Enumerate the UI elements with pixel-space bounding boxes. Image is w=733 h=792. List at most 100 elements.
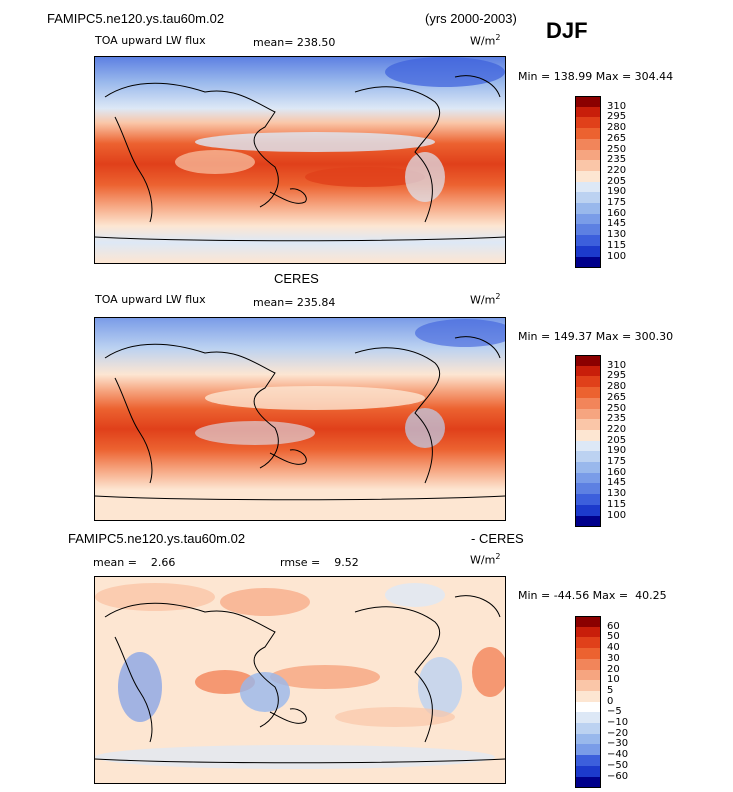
colorbar-swatch (575, 213, 601, 225)
case-title: FAMIPC5.ne120.ys.tau60m.02 (47, 11, 225, 26)
colorbar-label: 10 (607, 674, 620, 686)
colorbar-label: −5 (607, 706, 622, 718)
colorbar-swatch (575, 440, 601, 452)
colorbar-swatch (575, 429, 601, 442)
colorbar-swatch (575, 397, 601, 409)
colorbar-swatch (575, 494, 601, 506)
colorbar-label: 115 (607, 239, 627, 251)
colorbar-label: 60 (607, 620, 620, 632)
colorbar-swatch (575, 160, 601, 172)
colorbar-label: 205 (607, 175, 627, 187)
colorbar-swatch (575, 472, 601, 484)
colorbar-label: 5 (607, 684, 614, 696)
colorbar-swatch (575, 462, 601, 474)
panel2-map (94, 317, 506, 521)
colorbar-label: 235 (607, 154, 627, 166)
colorbar-label: −50 (607, 759, 629, 771)
colorbar-label: 250 (607, 143, 627, 155)
panel2-units: W/m2 (470, 292, 501, 307)
colorbar-swatch (575, 149, 601, 161)
colorbar-swatch (575, 690, 601, 703)
colorbar-label: −30 (607, 738, 629, 750)
panel3-title-right: - CERES (471, 531, 524, 546)
panel2-title: CERES (274, 271, 319, 286)
colorbar-label: 30 (607, 652, 620, 664)
colorbar-swatch (575, 755, 601, 767)
years-label: (yrs 2000-2003) (425, 11, 517, 26)
colorbar-label: 0 (607, 695, 614, 707)
colorbar-label: 295 (607, 111, 627, 123)
colorbar-label: −10 (607, 717, 629, 728)
panel3-map (94, 576, 506, 784)
colorbar-swatch (575, 181, 601, 193)
colorbar-label: 280 (607, 381, 627, 393)
colorbar-label: 175 (607, 197, 627, 208)
colorbar-label: 130 (607, 488, 627, 500)
colorbar-swatch (575, 616, 601, 628)
colorbar-label: 220 (607, 423, 627, 435)
colorbar-swatch (575, 192, 601, 204)
colorbar-swatch (575, 256, 601, 268)
colorbar-swatch (575, 712, 601, 724)
panel1-map (94, 56, 506, 264)
colorbar-swatch (575, 680, 601, 692)
colorbar-swatch (575, 128, 601, 140)
panel3-minmax: Min = -44.56 Max = 40.25 (518, 589, 667, 602)
colorbar-label: 295 (607, 370, 627, 382)
colorbar-label: 160 (607, 466, 627, 478)
colorbar-label: 175 (607, 456, 627, 467)
colorbar-label: 160 (607, 207, 627, 219)
colorbar-swatch (575, 723, 601, 735)
colorbar-label: −40 (607, 749, 629, 761)
panel2-mean: mean= 235.84 (253, 296, 336, 309)
colorbar-swatch (575, 648, 601, 660)
colorbar-label: 20 (607, 663, 620, 675)
colorbar-swatch (575, 701, 601, 713)
colorbar-swatch (575, 376, 601, 388)
colorbar-label: 100 (607, 250, 627, 262)
colorbar-label: 50 (607, 631, 620, 643)
colorbar-swatch (575, 387, 601, 399)
panel2-variable: TOA upward LW flux (95, 293, 206, 306)
colorbar-swatch (575, 626, 601, 638)
colorbar-label: 205 (607, 434, 627, 446)
colorbar-swatch (575, 96, 601, 108)
colorbar-label: 115 (607, 498, 627, 510)
colorbar-label: 145 (607, 477, 627, 489)
colorbar-swatch (575, 138, 601, 150)
colorbar-swatch (575, 235, 601, 247)
colorbar-label: 310 (607, 359, 627, 371)
colorbar-swatch (575, 203, 601, 215)
colorbar-swatch (575, 515, 601, 527)
panel1-variable: TOA upward LW flux (95, 34, 206, 47)
colorbar-swatch (575, 451, 601, 463)
panel3-rmse: rmse = 9.52 (280, 556, 359, 569)
colorbar-label: 265 (607, 391, 627, 403)
colorbar-swatch (575, 355, 601, 367)
colorbar-swatch (575, 658, 601, 670)
colorbar-swatch (575, 224, 601, 236)
colorbar-label: 310 (607, 100, 627, 112)
colorbar-swatch (575, 765, 601, 777)
panel3-title-left: FAMIPC5.ne120.ys.tau60m.02 (68, 531, 246, 546)
colorbar-swatch (575, 408, 601, 420)
colorbar-swatch (575, 637, 601, 649)
colorbar-swatch (575, 669, 601, 681)
colorbar-label: −60 (607, 770, 629, 782)
colorbar-label: 280 (607, 122, 627, 134)
colorbar-label: 100 (607, 509, 627, 521)
colorbar-swatch (575, 245, 601, 257)
colorbar-swatch (575, 106, 601, 118)
panel1-units: W/m2 (470, 33, 501, 48)
colorbar-swatch (575, 744, 601, 756)
colorbar-swatch (575, 776, 601, 788)
colorbar-label: 265 (607, 132, 627, 144)
colorbar-swatch (575, 117, 601, 129)
colorbar-swatch (575, 419, 601, 431)
colorbar-swatch (575, 365, 601, 377)
panel3-mean: mean = 2.66 (93, 556, 176, 569)
panel2-minmax: Min = 149.37 Max = 300.30 (518, 330, 674, 343)
colorbar-label: 190 (607, 445, 627, 457)
colorbar-label: −20 (607, 727, 629, 739)
colorbar-swatch (575, 504, 601, 516)
